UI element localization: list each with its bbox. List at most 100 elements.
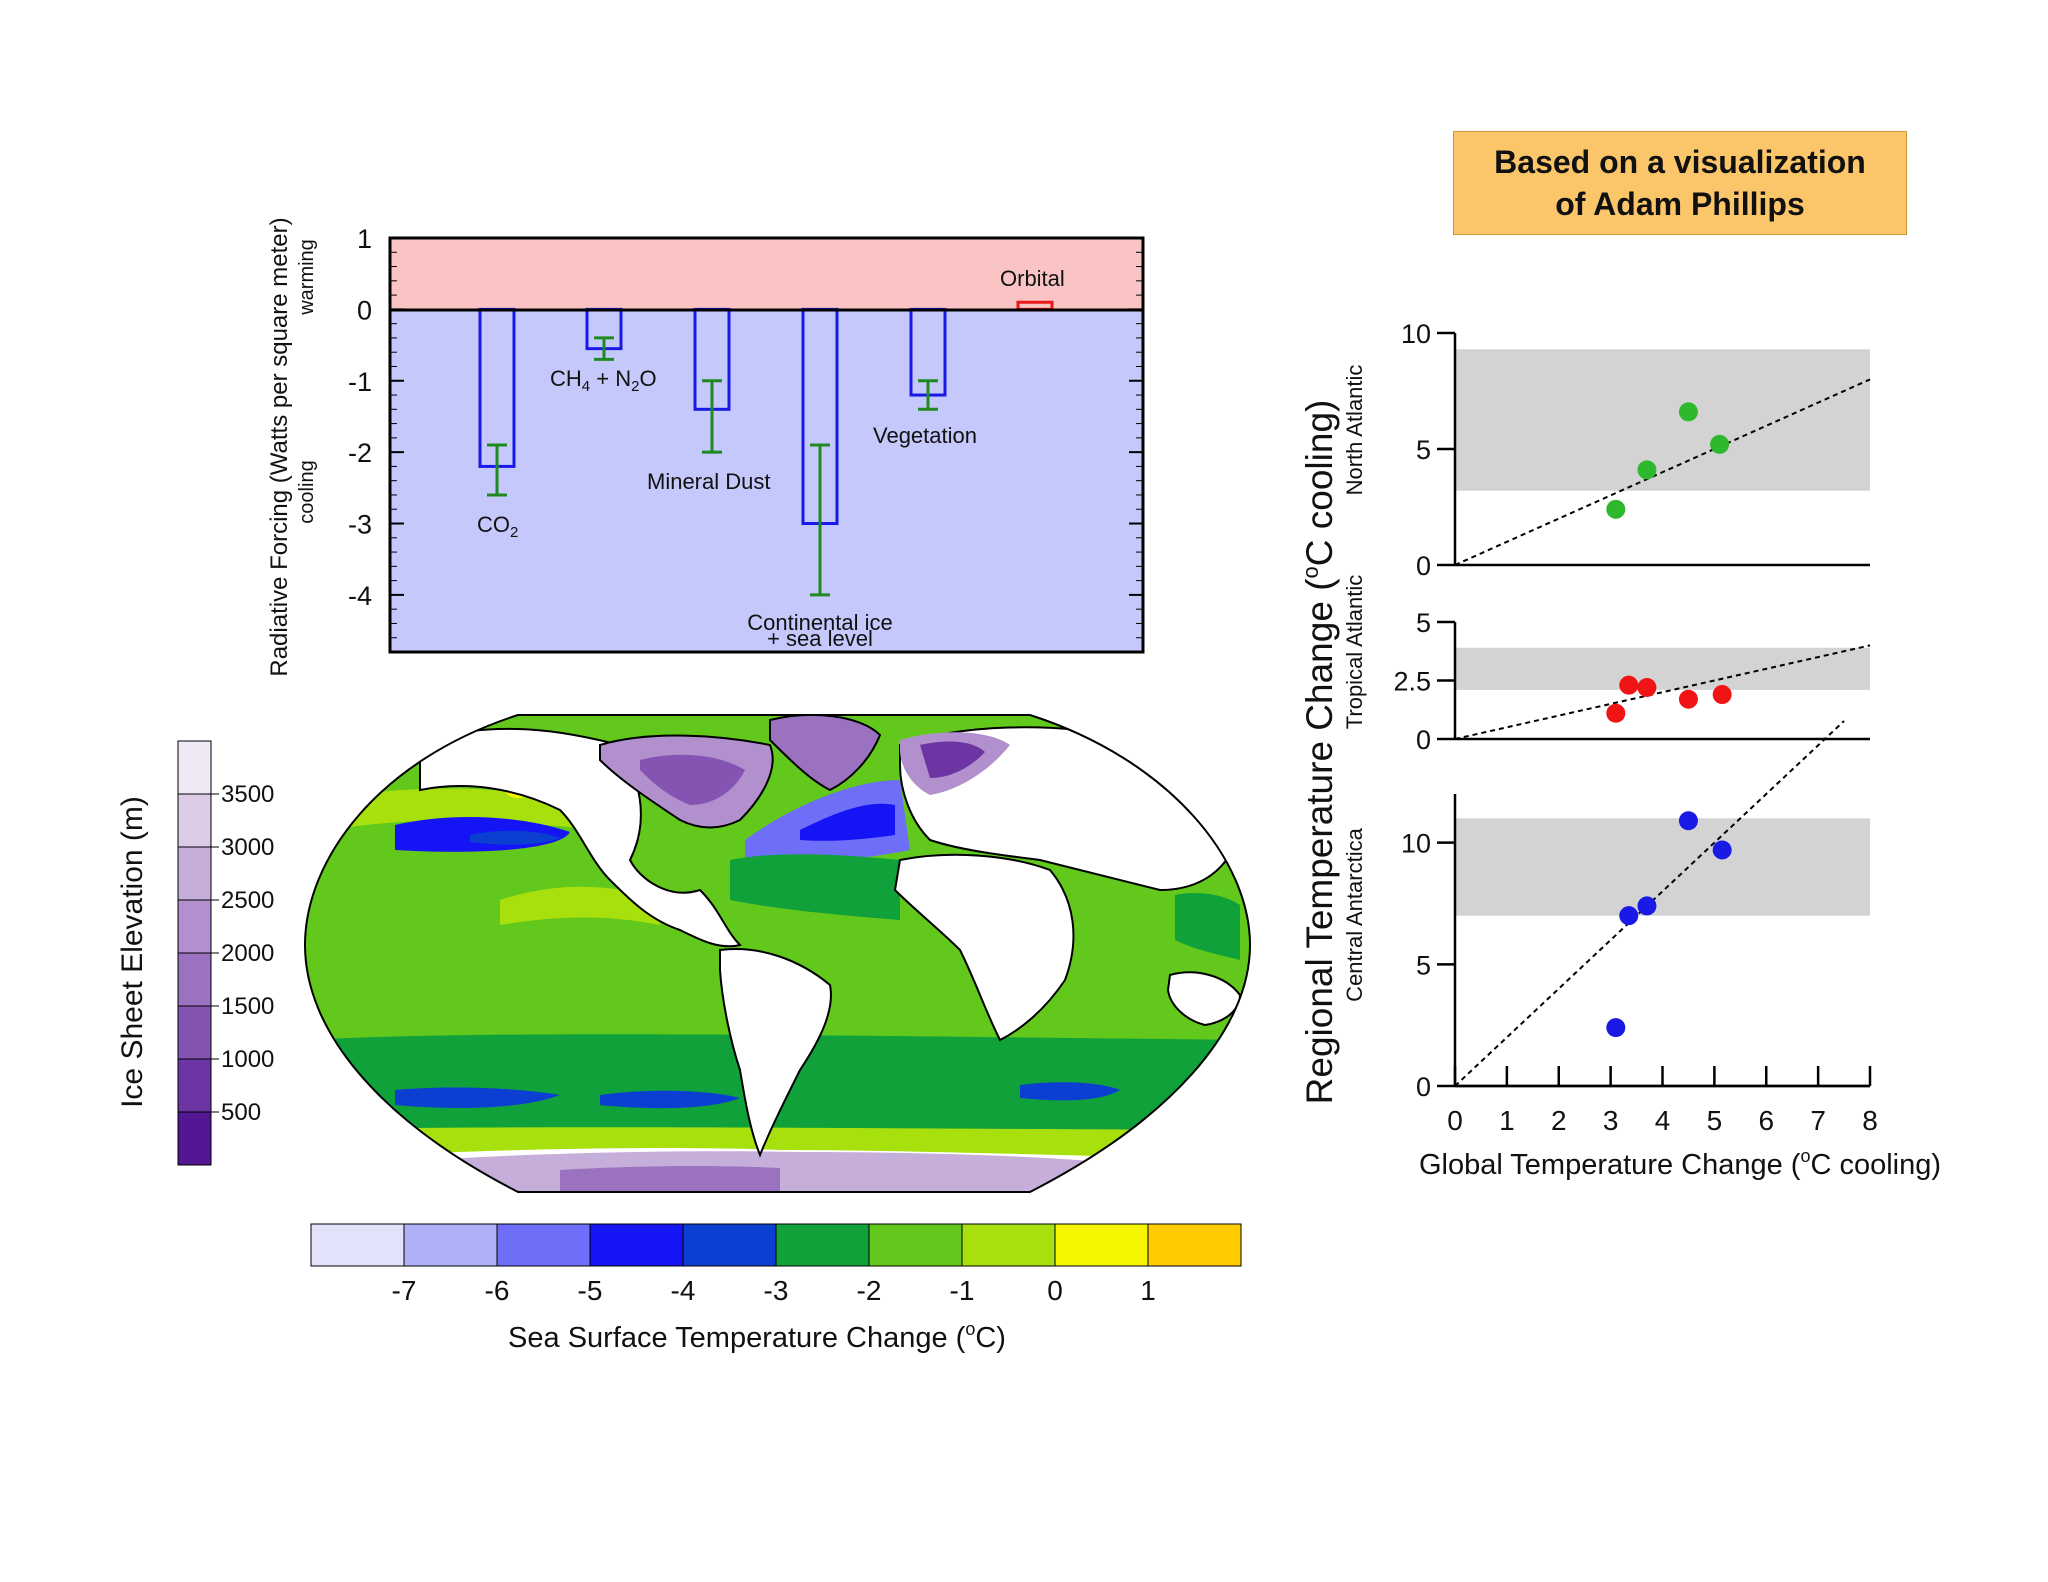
x-tick-label: 1	[1499, 1105, 1515, 1136]
map-fill	[305, 715, 1250, 1192]
x-tick-label: 2	[1551, 1105, 1567, 1136]
sst-tick-label: -7	[392, 1275, 417, 1306]
ice-tick-label: 2000	[221, 940, 274, 967]
label-vegetation: Vegetation	[873, 423, 977, 448]
ice-tick-label: 3500	[221, 781, 274, 808]
uncertainty-band	[1455, 349, 1870, 491]
warming-region	[390, 238, 1143, 310]
data-point	[1619, 906, 1639, 926]
ice-colorbar-swatch	[177, 740, 212, 795]
sst-colorbar-swatch	[589, 1223, 684, 1267]
data-point	[1619, 675, 1639, 695]
y-tick-label: -2	[348, 438, 372, 468]
data-point	[1606, 703, 1626, 723]
ice-tick-label: 3000	[221, 834, 274, 861]
data-point	[1678, 811, 1698, 831]
ice-tick-label: 1000	[221, 1046, 274, 1073]
y-tick-label: 10	[1401, 829, 1431, 859]
data-point	[1606, 499, 1626, 519]
data-point	[1678, 402, 1698, 422]
forcing-ylabel: Radiative Forcing (Watts per square mete…	[266, 217, 293, 676]
data-point	[1637, 678, 1657, 698]
uncertainty-band	[1455, 818, 1870, 916]
y-tick-label: 2.5	[1393, 667, 1431, 697]
label-co2: CO2	[477, 512, 518, 541]
y-tick-label: 0	[1416, 551, 1431, 581]
x-tick-label: 8	[1862, 1105, 1878, 1136]
panel-label-tropical-atlantic: Tropical Atlantic	[1342, 575, 1367, 729]
radiative-forcing-chart: 1 0 -1 -2 -3 -4 CO2 CH4 + N2O Mineral Dust Co…	[266, 217, 1145, 677]
sst-tick-label: -5	[578, 1275, 603, 1306]
credit-line-2: of Adam Phillips	[1555, 186, 1805, 222]
label-ice-2: + sea level	[767, 626, 873, 651]
sst-tick-label: -6	[485, 1275, 510, 1306]
plot-frame	[388, 236, 1145, 654]
data-point	[1637, 896, 1657, 916]
data-point	[1678, 689, 1698, 709]
ice-colorbar-swatch	[177, 1058, 212, 1113]
sst-colorbar-swatch	[961, 1223, 1056, 1267]
y-tick-label: 10	[1401, 319, 1431, 349]
y-tick-label: 0	[1416, 1072, 1431, 1102]
sst-colorbar-swatch	[496, 1223, 591, 1267]
forcing-ylabel-cooling: cooling	[296, 460, 318, 523]
global-xlabel: Global Temperature Change (oC cooling)	[1419, 1146, 1941, 1181]
x-tick-label: 4	[1655, 1105, 1671, 1136]
sst-colorbar-label: Sea Surface Temperature Change (oC)	[508, 1319, 1006, 1354]
label-mineral-dust: Mineral Dust	[647, 469, 770, 494]
sst-colorbar-swatch	[682, 1223, 777, 1267]
sst-tick-label: -3	[764, 1275, 789, 1306]
ice-tick-label: 1500	[221, 993, 274, 1020]
y-tick-label: -3	[348, 510, 372, 540]
forcing-ylabel-warming: warming	[296, 239, 318, 316]
data-point	[1712, 685, 1732, 705]
globe-outline	[303, 714, 1252, 1193]
x-tick-label: 5	[1707, 1105, 1723, 1136]
regression-line	[1454, 644, 1871, 740]
sst-colorbar-swatch	[868, 1223, 963, 1267]
sst-colorbar-swatch	[1147, 1223, 1242, 1267]
ice-colorbar-swatch	[177, 952, 212, 1007]
y-tick-label: 0	[357, 295, 372, 325]
x-tick-label: 6	[1758, 1105, 1774, 1136]
ice-colorbar-swatch	[177, 793, 212, 848]
regression-line	[1454, 378, 1871, 566]
sst-tick-label: -2	[857, 1275, 882, 1306]
regional-ylabel: Regional Temperature Change (oC cooling)	[1298, 400, 1340, 1105]
sst-tick-label: -1	[950, 1275, 975, 1306]
sst-tick-label: -4	[671, 1275, 696, 1306]
uncertainty-band	[1455, 647, 1870, 690]
sst-colorbar	[310, 1223, 1242, 1267]
label-ice-1: Continental ice	[747, 610, 893, 635]
data-point	[1712, 840, 1732, 860]
x-tick-label: 7	[1810, 1105, 1826, 1136]
y-tick-label: -1	[348, 367, 372, 397]
label-ch4-n2o: CH4 + N2O	[550, 366, 657, 395]
panel-label-north-atlantic: North Atlantic	[1342, 365, 1367, 496]
x-tick-label: 0	[1447, 1105, 1463, 1136]
y-tick-label: 5	[1416, 950, 1431, 980]
ice-elevation-label: Ice Sheet Elevation (m)	[116, 796, 149, 1108]
label-orbital: Orbital	[1000, 266, 1065, 291]
ice-tick-label: 500	[221, 1099, 261, 1126]
sst-colorbar-swatch	[310, 1223, 405, 1267]
ice-colorbar-swatch	[177, 1005, 212, 1060]
ice-elevation-colorbar	[177, 740, 219, 1166]
y-tick-label: 5	[1416, 608, 1431, 638]
x-tick-label: 3	[1603, 1105, 1619, 1136]
ice-colorbar-swatch	[177, 899, 212, 954]
panel-label-central-antarctica: Central Antarctica	[1342, 827, 1367, 1001]
sst-tick-label: 1	[1140, 1275, 1156, 1306]
sst-colorbar-swatch	[775, 1223, 870, 1267]
data-point	[1637, 460, 1657, 480]
ice-tick-label: 2500	[221, 887, 274, 914]
credit-line-1: Based on a visualization	[1494, 144, 1866, 180]
data-point	[1606, 1018, 1626, 1038]
data-point	[1710, 434, 1730, 454]
sst-colorbar-swatch	[403, 1223, 498, 1267]
y-tick-label: 5	[1416, 435, 1431, 465]
y-tick-label: 0	[1416, 725, 1431, 755]
y-tick-label: 1	[357, 224, 372, 254]
y-tick-label: -4	[348, 581, 372, 611]
